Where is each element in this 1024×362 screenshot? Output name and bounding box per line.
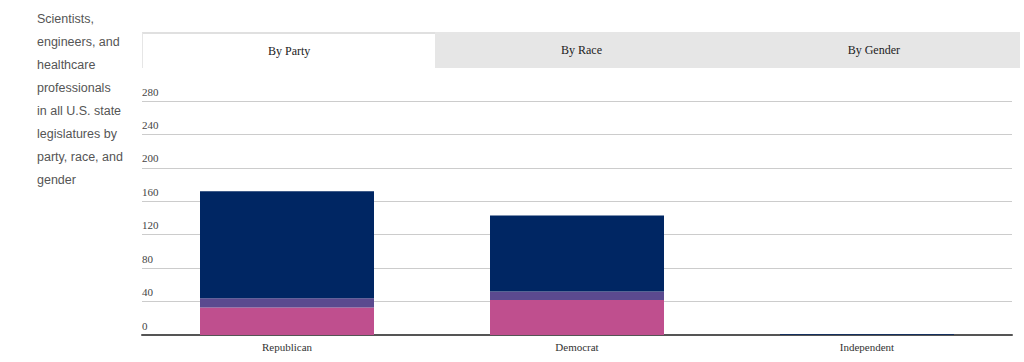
svg-text:200: 200 xyxy=(142,152,159,164)
svg-text:80: 80 xyxy=(142,253,154,265)
svg-text:Independent: Independent xyxy=(840,341,894,353)
html-text:By Gender: By Gender xyxy=(847,42,900,57)
html-text:By Race: By Race xyxy=(561,42,602,57)
svg-text:Democrat: Democrat xyxy=(555,341,598,353)
html-text:By Party: By Party xyxy=(268,43,311,58)
svg-text:160: 160 xyxy=(142,186,159,198)
svg-text:Republican: Republican xyxy=(262,341,313,353)
html-text:Scientists, engineers, and hea: Scientists, engineers, and healthcare pr… xyxy=(37,12,123,187)
svg-text:40: 40 xyxy=(142,286,154,298)
svg-text:0: 0 xyxy=(142,320,148,332)
svg-text:240: 240 xyxy=(142,119,159,131)
svg-text:120: 120 xyxy=(142,219,159,231)
svg-text:280: 280 xyxy=(142,86,159,98)
